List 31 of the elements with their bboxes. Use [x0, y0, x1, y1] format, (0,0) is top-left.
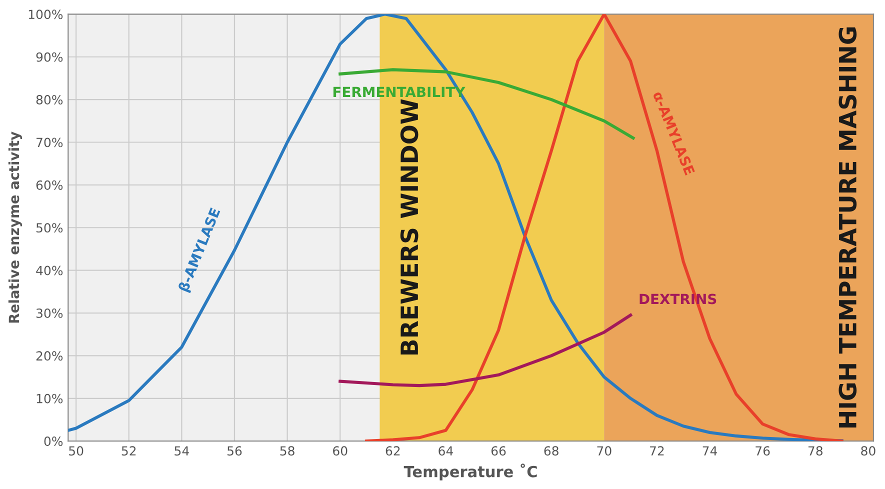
- x-tick-label: 72: [650, 446, 664, 456]
- x-tick-label: 70: [597, 446, 612, 456]
- x-tick-label: 62: [386, 446, 400, 456]
- x-tick-label: 50: [69, 446, 84, 456]
- y-tick-label: 0%: [44, 436, 63, 446]
- x-tick-label: 56: [228, 446, 242, 456]
- y-axis-title: Relative enzyme activity: [8, 132, 22, 323]
- x-tick-label: 78: [808, 446, 822, 456]
- x-tick-label: 66: [491, 446, 506, 456]
- y-tick-label: 40%: [36, 266, 63, 276]
- y-tick-label: 20%: [36, 351, 63, 361]
- y-tick-label: 90%: [36, 52, 63, 62]
- band-label: BREWERS WINDOW: [400, 99, 418, 355]
- x-axis-title: Temperature ˚C: [404, 464, 537, 480]
- y-tick-label: 30%: [36, 308, 63, 318]
- x-tick-label: 52: [122, 446, 136, 456]
- x-tick-label: 60: [333, 446, 348, 456]
- y-tick-label: 80%: [36, 95, 63, 104]
- y-tick-label: 100%: [28, 10, 63, 20]
- x-tick-label: 58: [280, 446, 294, 456]
- x-tick-label: 54: [174, 446, 189, 456]
- x-tick-label: 64: [438, 446, 453, 456]
- y-tick-label: 50%: [36, 223, 63, 233]
- x-tick-label: 76: [756, 446, 770, 456]
- x-tick-label: 80: [861, 446, 876, 456]
- y-tick-label: 10%: [36, 394, 63, 404]
- y-tick-label: 60%: [36, 180, 63, 190]
- band-label: HIGH TEMPERATURE MASHING: [838, 27, 857, 428]
- x-tick-label: 74: [702, 446, 718, 456]
- x-tick-label: 68: [544, 446, 558, 456]
- y-tick-label: 70%: [36, 138, 63, 148]
